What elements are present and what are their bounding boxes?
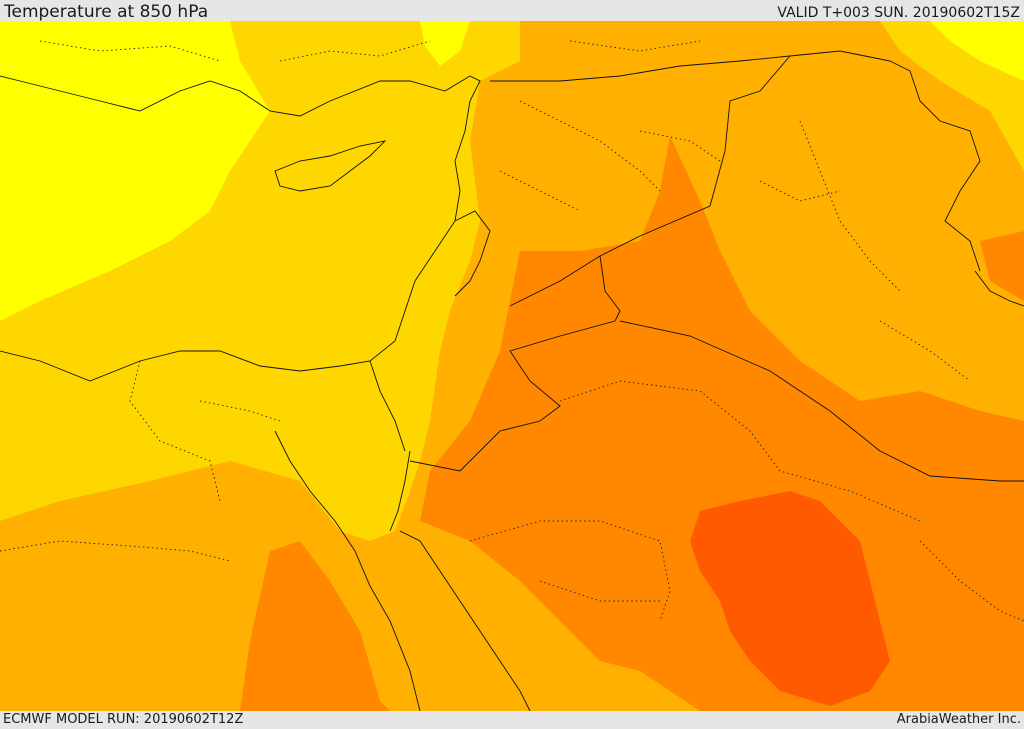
border-turkey-syria [490,50,911,82]
credit-label: ArabiaWeather Inc. [896,712,1021,727]
coastline-cyprus [274,140,387,192]
coastline-gulf-aqaba [389,450,411,532]
temp-band-5 [690,491,890,706]
temp-band-4c [980,231,1024,301]
temp-band-4b [240,541,390,711]
temp-band-4 [420,136,1024,711]
valid-time-label: VALID T+003 SUN. 20190602T15Z [777,5,1020,21]
temp-band-1c [930,21,1024,81]
internal-boundaries-saudi [469,380,1024,622]
internal-boundaries-iraq [639,120,971,382]
coastline-red-sea [274,430,531,711]
header-bar: Temperature at 850 hPa VALID T+003 SUN. … [0,0,1024,21]
border-iraq-iran [909,70,981,272]
coastline-persian-gulf [974,270,1024,307]
internal-boundaries-syria [499,100,661,212]
border-iraq-saudi [619,320,1024,482]
coastline-mediterranean [0,75,481,382]
border-syria-iraq [509,55,791,307]
internal-boundaries-turkey [39,40,701,62]
temp-band-1 [0,21,270,321]
temperature-map-canvas [0,21,1024,711]
border-lebanon-syria [454,210,491,297]
map-title: Temperature at 850 hPa [4,2,209,22]
temp-band-1b [420,21,470,66]
border-iraq-jordan-saudi [409,255,621,472]
footer-bar: ECMWF MODEL RUN: 20190602T12Z ArabiaWeat… [0,711,1024,729]
border-egypt-israel [369,360,406,452]
temperature-map[interactable] [0,21,1024,711]
internal-boundaries-egypt [0,360,281,562]
model-run-label: ECMWF MODEL RUN: 20190602T12Z [3,712,244,727]
